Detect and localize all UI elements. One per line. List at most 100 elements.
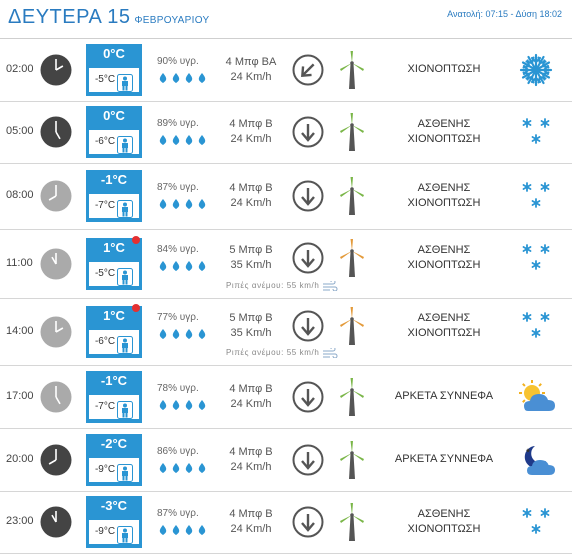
wind-info: 4 Μπφ Β 24 Km/h xyxy=(220,181,282,211)
snowflake-icon xyxy=(518,52,558,88)
humidity-label: 78% υγρ. xyxy=(157,383,199,394)
month-label: ΦΕΒΡΟΥΑΡΙΟΥ xyxy=(134,15,210,26)
condition-text: ΑΡΚΕΤΑ ΣΥΝΝΕΦΑ xyxy=(390,452,498,467)
feels-like-value: -6°C xyxy=(94,136,116,147)
light-snow-icon xyxy=(518,504,558,540)
humidity-drops-icon xyxy=(157,133,209,151)
humidity-label: 87% υγρ. xyxy=(157,182,199,193)
feels-like-value: -7°C xyxy=(94,401,116,412)
condition-line-1: ΑΡΚΕΤΑ ΣΥΝΝΕΦΑ xyxy=(394,390,494,402)
humidity-drops-icon xyxy=(157,327,209,345)
condition-line-1: ΑΣΘΕΝΗΣ xyxy=(417,312,471,324)
wind-info: 4 Μπφ ΒΑ 24 Km/h xyxy=(220,55,282,85)
wind-direction-arrow-icon xyxy=(292,54,324,86)
feels-like-value: -7°C xyxy=(94,200,116,211)
humidity-label: 90% υγρ. xyxy=(157,56,199,67)
wind-direction-arrow-icon xyxy=(292,444,324,476)
humidity-drops-icon xyxy=(157,523,209,541)
humidity-label: 89% υγρ. xyxy=(157,118,199,129)
forecast-row: 14:00 1°C -6°C 77% υγρ. 5 Μπφ Β 35 Km/h … xyxy=(0,298,572,366)
condition-text: ΑΡΚΕΤΑ ΣΥΝΝΕΦΑ xyxy=(390,389,498,404)
wind-info: 5 Μπφ Β 35 Km/h xyxy=(220,243,282,273)
wind-direction-arrow-icon xyxy=(292,381,324,413)
feels-like-value: -5°C xyxy=(94,268,116,279)
day-label: ΔΕΥΤΕΡΑ 15 xyxy=(8,6,131,28)
condition-line-1: ΑΣΘΕΝΗΣ xyxy=(417,182,471,194)
wind-direction-arrow-icon xyxy=(292,180,324,212)
condition-text: ΑΣΘΕΝΗΣ ΧΙΟΝΟΠΤΩΣΗ xyxy=(390,507,498,537)
condition-line-1: ΑΣΘΕΝΗΣ xyxy=(417,118,471,130)
clock-icon xyxy=(40,248,72,280)
time-label: 17:00 xyxy=(6,390,34,402)
feels-like-box: -5°C xyxy=(89,68,139,92)
light-snow-icon xyxy=(518,240,558,276)
humidity-drops-icon xyxy=(157,259,209,277)
light-snow-icon xyxy=(518,308,558,344)
temperature-box: -2°C -9°C xyxy=(86,434,142,486)
feels-like-value: -6°C xyxy=(94,336,116,347)
alert-dot-icon xyxy=(132,304,140,312)
windmill-icon xyxy=(338,50,366,90)
feels-like-value: -9°C xyxy=(94,464,116,475)
feels-like-box: -5°C xyxy=(89,262,139,286)
wind-force: 4 Μπφ Β xyxy=(229,508,273,520)
temperature-box: 1°C -6°C xyxy=(86,306,142,358)
wind-force: 5 Μπφ Β xyxy=(229,244,273,256)
humidity-label: 86% υγρ. xyxy=(157,446,199,457)
forecast-row: 08:00 -1°C -7°C 87% υγρ. 4 Μπφ Β 24 Km/h… xyxy=(0,163,572,230)
humidity-drops-icon xyxy=(157,197,209,215)
humidity-label: 77% υγρ. xyxy=(157,312,199,323)
condition-line-2: ΧΙΟΝΟΠΤΩΣΗ xyxy=(407,523,481,535)
humidity-drops-icon xyxy=(157,461,209,479)
time-label: 05:00 xyxy=(6,125,34,137)
windmill-icon xyxy=(338,112,366,152)
forecast-header: ΔΕΥΤΕΡΑ 15 ΦΕΒΡΟΥΑΡΙΟΥ Ανατολή: 07:15 - Δ… xyxy=(0,0,572,39)
temperature-box: -3°C -9°C xyxy=(86,496,142,548)
wind-force: 5 Μπφ Β xyxy=(229,312,273,324)
temperature-box: -1°C -7°C xyxy=(86,170,142,222)
forecast-row: 23:00 -3°C -9°C 87% υγρ. 4 Μπφ Β 24 Km/h… xyxy=(0,491,572,554)
sunrise-sunset: Ανατολή: 07:15 - Δύση 18:02 xyxy=(447,9,562,19)
clock-icon xyxy=(40,381,72,413)
humidity-drops-icon xyxy=(157,398,209,416)
temperature-box: 0°C -6°C xyxy=(86,106,142,158)
day-title: ΔΕΥΤΕΡΑ 15 ΦΕΒΡΟΥΑΡΙΟΥ xyxy=(8,6,209,29)
wind-gust-note: Ριπές ανέμου: 55 km/h xyxy=(226,279,338,292)
feels-like-box: -9°C xyxy=(89,458,139,482)
clock-icon xyxy=(40,444,72,476)
wind-gust-icon xyxy=(322,346,338,359)
wind-speed: 24 Km/h xyxy=(230,197,272,209)
wind-direction-arrow-icon xyxy=(292,310,324,342)
feels-like-box: -6°C xyxy=(89,330,139,354)
clock-icon xyxy=(40,54,72,86)
humidity-label: 84% υγρ. xyxy=(157,244,199,255)
forecast-row: 11:00 1°C -5°C 84% υγρ. 5 Μπφ Β 35 Km/h … xyxy=(0,229,572,299)
temperature-box: 0°C -5°C xyxy=(86,44,142,96)
temperature-value: -1°C xyxy=(100,373,128,388)
windmill-icon xyxy=(338,502,366,542)
feels-like-box: -7°C xyxy=(89,194,139,218)
light-snow-icon xyxy=(518,178,558,214)
wind-direction-arrow-icon xyxy=(292,242,324,274)
condition-text: ΧΙΟΝΟΠΤΩΣΗ xyxy=(390,62,498,77)
temperature-value: -2°C xyxy=(100,436,128,451)
wind-direction-arrow-icon xyxy=(292,116,324,148)
wind-speed: 24 Km/h xyxy=(230,398,272,410)
wind-force: 4 Μπφ ΒΑ xyxy=(225,56,277,68)
time-label: 08:00 xyxy=(6,189,34,201)
temperature-value: 1°C xyxy=(103,308,125,323)
temperature-value: 0°C xyxy=(103,108,125,123)
time-label: 14:00 xyxy=(6,325,34,337)
feels-like-value: -9°C xyxy=(94,526,116,537)
wind-info: 4 Μπφ Β 24 Km/h xyxy=(220,445,282,475)
wind-force: 4 Μπφ Β xyxy=(229,182,273,194)
wind-force: 4 Μπφ Β xyxy=(229,446,273,458)
wind-gust-note: Ριπές ανέμου: 55 km/h xyxy=(226,346,338,359)
clock-icon xyxy=(40,116,72,148)
condition-line-1: ΧΙΟΝΟΠΤΩΣΗ xyxy=(407,63,481,75)
wind-direction-arrow-icon xyxy=(292,506,324,538)
feels-like-value: -5°C xyxy=(94,74,116,85)
wind-speed: 24 Km/h xyxy=(230,133,272,145)
forecast-row: 20:00 -2°C -9°C 86% υγρ. 4 Μπφ Β 24 Km/h… xyxy=(0,428,572,492)
temperature-value: 1°C xyxy=(103,240,125,255)
